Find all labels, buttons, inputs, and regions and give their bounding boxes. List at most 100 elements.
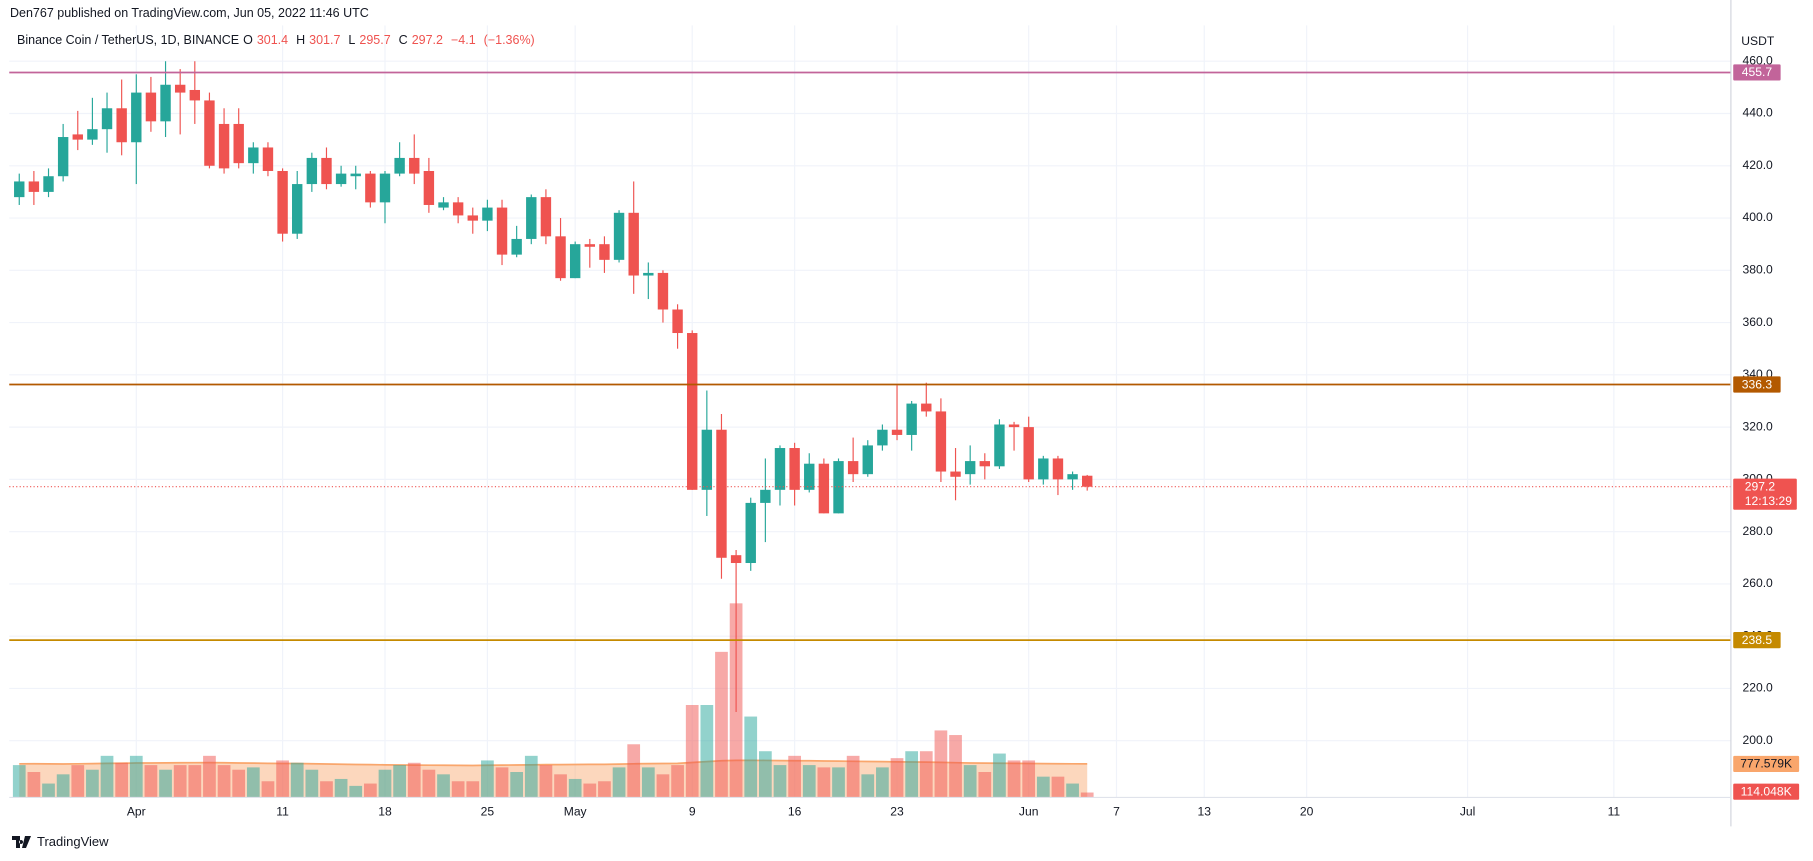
y-tick-label: 440.0 <box>1742 106 1773 120</box>
level-tag-label: 455.7 <box>1742 65 1773 79</box>
candle-body <box>613 212 625 260</box>
candle-body <box>687 333 698 490</box>
volume-bar <box>1007 760 1021 798</box>
volume-bar <box>978 771 992 798</box>
candle-body <box>438 202 449 208</box>
x-tick-label: 25 <box>481 805 495 819</box>
volume-tag <box>1733 783 1800 800</box>
candle-body <box>730 555 742 564</box>
y-tick-label: 460.0 <box>1742 53 1773 67</box>
candle-body <box>248 147 259 164</box>
candle-body <box>160 84 171 122</box>
volume-bar <box>1022 760 1036 798</box>
level-tag <box>1733 376 1781 393</box>
last-price-tag <box>1733 478 1797 510</box>
candle-body <box>891 429 903 435</box>
candle-body <box>701 429 713 490</box>
c-value: 297.2 <box>411 33 443 47</box>
volume-bar <box>173 765 187 798</box>
volume-bar <box>905 751 919 798</box>
candle-body <box>496 207 508 255</box>
volume-bar <box>802 765 816 798</box>
volume-bar <box>1036 776 1050 798</box>
volume-bar <box>524 755 538 798</box>
x-tick-label: Jun <box>1019 805 1039 819</box>
x-tick-label: 16 <box>788 805 802 819</box>
x-tick-label: May <box>564 805 588 819</box>
volume-tag <box>1733 755 1800 773</box>
volume-bar <box>320 781 333 798</box>
volume-bar <box>378 769 392 798</box>
candle-body <box>189 89 201 101</box>
volume-bar <box>349 785 363 798</box>
volume-bar <box>1051 776 1065 798</box>
volume-bar <box>276 760 289 798</box>
x-tick-label: 23 <box>890 805 904 819</box>
candle-body <box>1038 458 1049 480</box>
symbol: Binance Coin / TetherUS, 1D, BINANCE <box>17 33 240 47</box>
o-label: O <box>243 33 253 47</box>
volume-bar <box>261 781 275 798</box>
volume-bar <box>685 705 699 798</box>
volume-bar <box>290 762 304 798</box>
candle-body <box>218 123 230 169</box>
candle-body <box>511 238 522 255</box>
y-tick-label: 220.0 <box>1742 681 1773 695</box>
volume-bar <box>27 771 41 798</box>
candle-body <box>14 181 25 198</box>
x-tick-label: 9 <box>689 805 696 819</box>
volume-bar <box>422 769 436 798</box>
volume-bar <box>671 765 684 798</box>
volume-bar <box>817 767 831 798</box>
volume-tag-label: 114.048K <box>1741 784 1792 798</box>
candle-body <box>145 92 157 122</box>
candle-body <box>28 181 40 192</box>
logo <box>12 835 31 848</box>
volume-bar <box>744 716 758 798</box>
candle-body <box>204 100 215 166</box>
brand[interactable]: TradingView <box>37 834 109 849</box>
candle-body <box>540 197 552 237</box>
h-label: H <box>296 33 306 47</box>
level-tag-label: 238.5 <box>1742 633 1773 647</box>
volume-bar <box>334 778 348 798</box>
candle-body <box>657 272 669 310</box>
change: −4.1 <box>450 33 476 47</box>
candle-body <box>818 463 830 514</box>
x-tick-label: 7 <box>1113 805 1120 819</box>
candle-body <box>394 157 405 174</box>
volume-bar <box>144 765 158 798</box>
level-tag <box>1733 632 1781 649</box>
x-tick-label: Jul <box>1460 805 1476 819</box>
volume-bar <box>715 651 728 798</box>
y-tick-label: 280.0 <box>1742 524 1773 538</box>
volume-bar <box>481 760 494 798</box>
y-tick-label: 400.0 <box>1742 210 1773 224</box>
y-tick-label: 420.0 <box>1742 158 1773 172</box>
l-label: L <box>348 33 356 47</box>
candle-body <box>1052 458 1064 480</box>
volume-bar <box>12 765 26 798</box>
x-tick-label: 11 <box>1608 805 1621 819</box>
candle-body <box>760 489 771 503</box>
last-price-label: 297.2 <box>1745 479 1776 493</box>
y-tick-label: 360.0 <box>1742 315 1773 329</box>
volume-bar <box>993 753 1006 798</box>
volume-bar <box>232 769 246 798</box>
change-pct: (−1.36%) <box>483 33 535 47</box>
candle-body <box>774 448 786 490</box>
candle-body <box>628 212 639 276</box>
candle-body <box>335 173 347 185</box>
y-tick-label: 320.0 <box>1742 419 1773 433</box>
volume-bar <box>217 765 231 798</box>
candle-body <box>994 424 1005 467</box>
candle-body <box>745 502 756 564</box>
volume-bar <box>846 755 860 798</box>
volume-bar <box>919 751 933 798</box>
candle-body <box>950 471 961 477</box>
volume-bar <box>583 783 597 798</box>
candle-body <box>789 448 800 490</box>
countdown: 12:13:29 <box>1745 494 1792 508</box>
volume-bar <box>129 755 143 798</box>
